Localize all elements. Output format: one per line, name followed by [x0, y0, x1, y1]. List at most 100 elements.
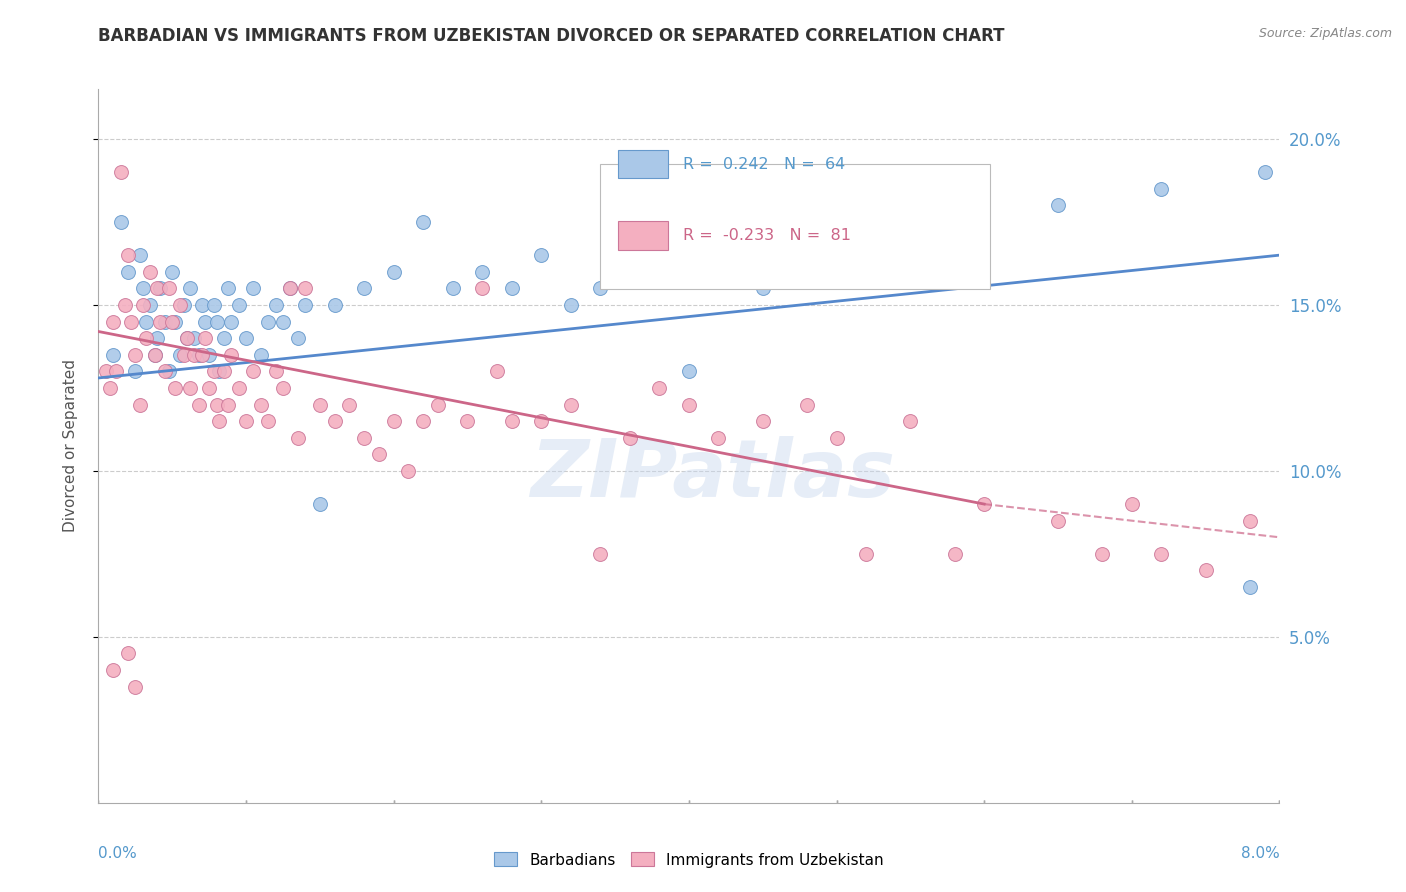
Point — [441, 281, 464, 295]
Point — [825, 215, 848, 229]
Point — [382, 265, 405, 279]
Point — [194, 314, 217, 328]
Point — [530, 414, 553, 428]
Point — [264, 298, 287, 312]
Point — [367, 447, 389, 461]
Point — [501, 414, 523, 428]
Point — [900, 414, 922, 428]
Point — [943, 547, 966, 561]
Point — [124, 348, 146, 362]
Point — [884, 248, 907, 262]
Point — [143, 348, 166, 362]
FancyBboxPatch shape — [600, 164, 990, 289]
Point — [323, 414, 346, 428]
Point — [117, 647, 139, 661]
Point — [212, 331, 235, 345]
Point — [208, 414, 231, 428]
Point — [194, 331, 217, 345]
Point — [678, 364, 700, 378]
Point — [169, 348, 191, 362]
Point — [308, 397, 332, 411]
Point — [139, 265, 162, 279]
Point — [412, 215, 434, 229]
Point — [287, 331, 309, 345]
Y-axis label: Divorced or Separated: Divorced or Separated — [63, 359, 77, 533]
Point — [103, 348, 125, 362]
Point — [278, 281, 302, 295]
Point — [179, 281, 201, 295]
Point — [751, 281, 773, 295]
Point — [412, 414, 434, 428]
Point — [250, 397, 273, 411]
Point — [212, 364, 235, 378]
Point — [287, 431, 309, 445]
Point — [796, 397, 818, 411]
Point — [707, 431, 730, 445]
Point — [183, 331, 205, 345]
Point — [128, 248, 150, 262]
Point — [132, 281, 155, 295]
Legend: Barbadians, Immigrants from Uzbekistan: Barbadians, Immigrants from Uzbekistan — [488, 847, 890, 873]
Point — [110, 165, 132, 179]
Point — [308, 497, 332, 511]
Bar — [619, 221, 668, 250]
Point — [1091, 547, 1114, 561]
Point — [169, 298, 191, 312]
Point — [294, 298, 316, 312]
Point — [217, 397, 239, 411]
Point — [973, 497, 995, 511]
Point — [157, 281, 180, 295]
Point — [900, 215, 922, 229]
Point — [486, 364, 509, 378]
Point — [228, 381, 250, 395]
Point — [157, 364, 180, 378]
Point — [382, 414, 405, 428]
Point — [1194, 564, 1216, 578]
Point — [143, 348, 166, 362]
Point — [135, 331, 157, 345]
Point — [117, 248, 139, 262]
Point — [198, 348, 221, 362]
Point — [250, 348, 273, 362]
Point — [560, 298, 582, 312]
Point — [235, 331, 257, 345]
Point — [165, 314, 187, 328]
Point — [501, 281, 523, 295]
Point — [165, 381, 187, 395]
Point — [1239, 514, 1261, 528]
Point — [183, 348, 205, 362]
Point — [278, 281, 302, 295]
Point — [219, 314, 242, 328]
Point — [179, 381, 201, 395]
Point — [589, 547, 612, 561]
Point — [187, 397, 209, 411]
Point — [560, 397, 582, 411]
Text: R =  0.242   N =  64: R = 0.242 N = 64 — [683, 157, 845, 171]
Text: R =  -0.233   N =  81: R = -0.233 N = 81 — [683, 228, 851, 243]
Point — [94, 364, 117, 378]
Point — [173, 348, 195, 362]
Text: Source: ZipAtlas.com: Source: ZipAtlas.com — [1258, 27, 1392, 40]
Point — [589, 281, 612, 295]
Point — [825, 431, 848, 445]
Point — [146, 331, 169, 345]
Point — [202, 298, 225, 312]
Point — [98, 381, 121, 395]
Point — [456, 414, 478, 428]
Point — [619, 431, 641, 445]
Point — [271, 314, 294, 328]
Text: 8.0%: 8.0% — [1240, 846, 1279, 861]
Point — [149, 314, 172, 328]
Point — [648, 381, 671, 395]
Point — [176, 331, 198, 345]
Point — [619, 265, 641, 279]
Text: BARBADIAN VS IMMIGRANTS FROM UZBEKISTAN DIVORCED OR SEPARATED CORRELATION CHART: BARBADIAN VS IMMIGRANTS FROM UZBEKISTAN … — [98, 27, 1005, 45]
Point — [176, 331, 198, 345]
Point — [855, 547, 877, 561]
Point — [751, 414, 773, 428]
Point — [242, 364, 264, 378]
Point — [323, 298, 346, 312]
Point — [1121, 497, 1143, 511]
Point — [173, 298, 195, 312]
Point — [103, 314, 125, 328]
